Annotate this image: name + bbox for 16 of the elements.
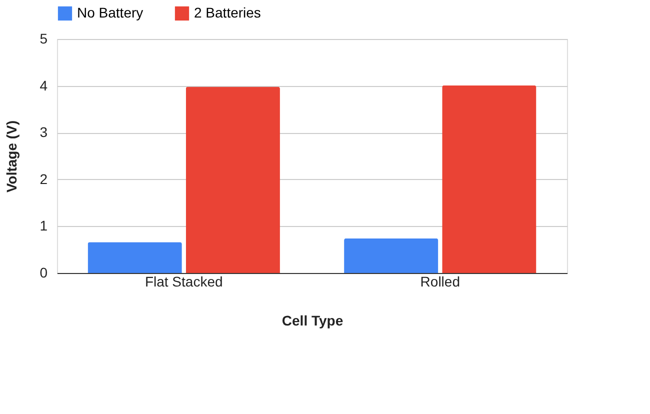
y-tick-label: 4 <box>40 77 48 94</box>
x-axis-title: Cell Type <box>282 312 344 328</box>
x-tick-label: Flat Stacked <box>144 274 223 290</box>
y-tick-label: 0 <box>40 264 48 280</box>
bar <box>442 85 536 273</box>
x-tick-label: Rolled <box>420 274 460 290</box>
y-axis-title: Voltage (V) <box>4 120 20 193</box>
y-tick-label: 2 <box>40 170 48 187</box>
y-tick-label: 3 <box>40 124 48 140</box>
y-tick-label: 5 <box>40 30 48 46</box>
bar <box>186 86 280 273</box>
y-tick-label: 1 <box>40 218 48 234</box>
bar <box>88 242 182 273</box>
legend-label: 2 Batteries <box>194 4 261 20</box>
bar <box>344 238 438 273</box>
legend-label: No Battery <box>77 4 144 20</box>
